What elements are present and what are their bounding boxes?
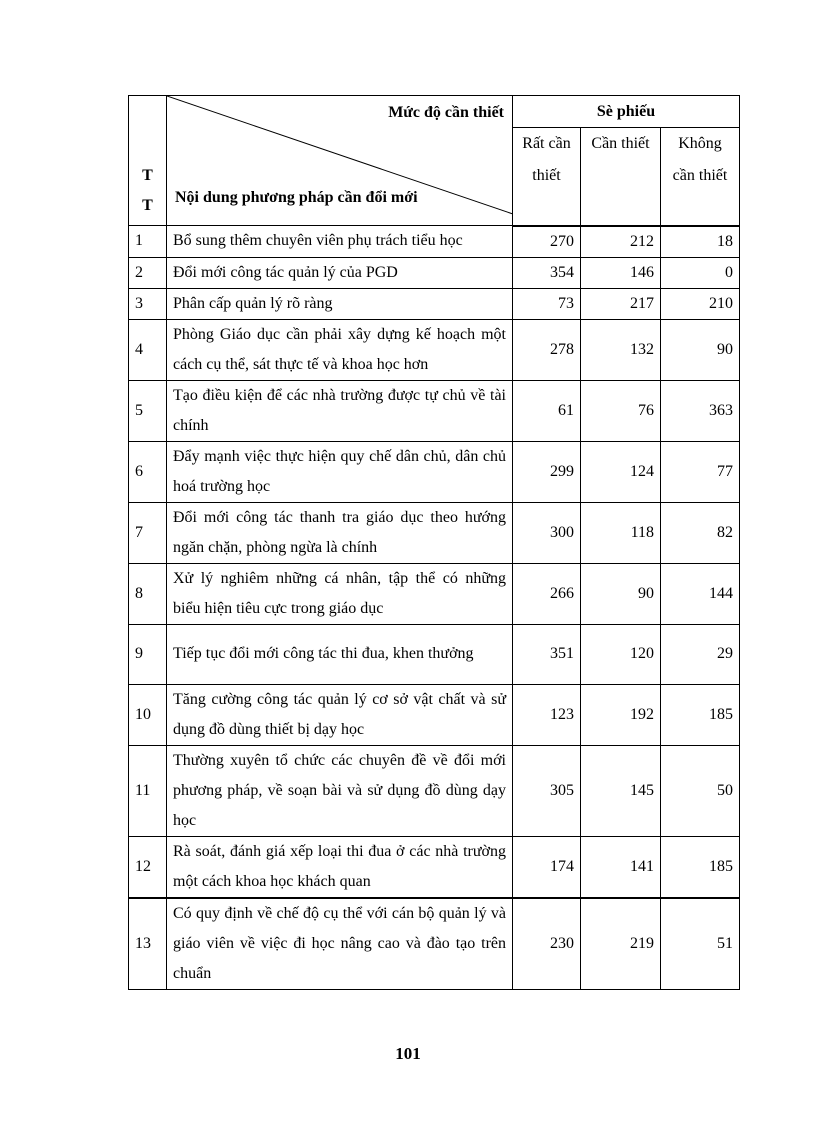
row-number: 1	[128, 225, 167, 258]
very-necessary-count: 73	[512, 287, 581, 320]
not-necessary-count: 77	[660, 440, 740, 503]
not-necessary-count: 82	[660, 501, 740, 564]
page-number: 101	[395, 1044, 421, 1063]
row-number: 4	[128, 318, 167, 381]
row-content: Có quy định về chế độ cụ thể với cán bộ …	[166, 897, 513, 990]
not-necessary-count: 144	[660, 562, 740, 625]
very-necessary-count: 351	[512, 623, 581, 685]
very-necessary-count: 270	[512, 225, 581, 258]
necessary-count: 146	[580, 256, 661, 289]
row-content: Tạo điều kiện để các nhà trường được tự …	[166, 379, 513, 442]
not-necessary-count: 185	[660, 683, 740, 746]
very-necessary-count: 278	[512, 318, 581, 381]
row-number: 12	[128, 835, 167, 899]
very-necessary-count: 123	[512, 683, 581, 746]
not-necessary-count: 90	[660, 318, 740, 381]
row-content: Rà soát, đánh giá xếp loại thi đua ở các…	[166, 835, 513, 899]
not-necessary-count: 210	[660, 287, 740, 320]
very-necessary-count: 299	[512, 440, 581, 503]
not-necessary-count: 0	[660, 256, 740, 289]
table-row: 6 Đẩy mạnh việc thực hiện quy chế dân chủ…	[128, 440, 740, 503]
row-content: Tiếp tục đổi mới công tác thi đua, khen …	[166, 623, 513, 685]
row-number: 11	[128, 744, 167, 837]
very-necessary-count: 266	[512, 562, 581, 625]
row-content: Bổ sung thêm chuyên viên phụ trách tiểu …	[166, 225, 513, 258]
necessary-count: 219	[580, 897, 661, 990]
header-content: Nội dung phương pháp cần đổi mới	[175, 189, 418, 206]
header-tt: T T	[128, 95, 167, 226]
necessary-count: 145	[580, 744, 661, 837]
row-number: 6	[128, 440, 167, 503]
row-number: 9	[128, 623, 167, 685]
not-necessary-count: 51	[660, 897, 740, 990]
necessary-count: 192	[580, 683, 661, 746]
necessary-count: 141	[580, 835, 661, 899]
header-necessary: Cần thiết	[580, 127, 661, 227]
necessary-count: 217	[580, 287, 661, 320]
row-number: 5	[128, 379, 167, 442]
row-content: Xử lý nghiêm những cá nhân, tập thể có n…	[166, 562, 513, 625]
necessary-count: 120	[580, 623, 661, 685]
row-number: 10	[128, 683, 167, 746]
diagonal-line	[167, 96, 513, 215]
not-necessary-count: 363	[660, 379, 740, 442]
row-number: 2	[128, 256, 167, 289]
row-content: Đổi mới công tác quản lý của PGD	[166, 256, 513, 289]
very-necessary-count: 354	[512, 256, 581, 289]
table-row: 2 Đổi mới công tác quản lý của PGD 354 146 0	[128, 256, 740, 289]
row-number: 8	[128, 562, 167, 625]
table-row: 3 Phân cấp quản lý rõ ràng 73 217 210	[128, 287, 740, 320]
table-row: 5 Tạo điều kiện để các nhà trường được tự…	[128, 379, 740, 442]
survey-table: T T Mức độ cần thiết Nội dung phương phá…	[128, 95, 740, 990]
row-number: 13	[128, 897, 167, 990]
not-necessary-count: 18	[660, 225, 740, 258]
row-content: Phòng Giáo dục cần phải xây dựng kế hoạc…	[166, 318, 513, 381]
table-row: 4 Phòng Giáo dục cần phải xây dựng kế hoạ…	[128, 318, 740, 381]
necessary-count: 118	[580, 501, 661, 564]
row-number: 7	[128, 501, 167, 564]
row-content: Đẩy mạnh việc thực hiện quy chế dân chủ,…	[166, 440, 513, 503]
table-row: 7 Đổi mới công tác thanh tra giáo dục the…	[128, 501, 740, 564]
necessary-count: 212	[580, 225, 661, 258]
table-row: 9 Tiếp tục đổi mới công tác thi đua, khen…	[128, 623, 740, 685]
header-level: Mức độ cần thiết	[388, 104, 504, 121]
very-necessary-count: 230	[512, 897, 581, 990]
row-content: Phân cấp quản lý rõ ràng	[166, 287, 513, 320]
very-necessary-count: 305	[512, 744, 581, 837]
very-necessary-count: 61	[512, 379, 581, 442]
not-necessary-count: 185	[660, 835, 740, 899]
necessary-count: 132	[580, 318, 661, 381]
table-row: 8 Xử lý nghiêm những cá nhân, tập thể có …	[128, 562, 740, 625]
not-necessary-count: 50	[660, 744, 740, 837]
table-row: 13 Có quy định về chế độ cụ thể với cán b…	[128, 897, 740, 990]
header-votes: Sè phiếu	[512, 95, 740, 128]
header-very-necessary: Rất cần thiết	[512, 127, 581, 227]
necessary-count: 124	[580, 440, 661, 503]
necessary-count: 76	[580, 379, 661, 442]
very-necessary-count: 300	[512, 501, 581, 564]
table-row: 11 Thường xuyên tổ chức các chuyên đề về …	[128, 744, 740, 837]
necessary-count: 90	[580, 562, 661, 625]
row-number: 3	[128, 287, 167, 320]
row-content: Đổi mới công tác thanh tra giáo dục theo…	[166, 501, 513, 564]
row-content: Thường xuyên tổ chức các chuyên đề về đổ…	[166, 744, 513, 837]
not-necessary-count: 29	[660, 623, 740, 685]
row-content: Tăng cường công tác quản lý cơ sở vật ch…	[166, 683, 513, 746]
very-necessary-count: 174	[512, 835, 581, 899]
table-row: 1 Bổ sung thêm chuyên viên phụ trách tiểu…	[128, 225, 740, 258]
header-not-necessary: Không cần thiết	[660, 127, 740, 227]
table-row: 12 Rà soát, đánh giá xếp loại thi đua ở c…	[128, 835, 740, 899]
header-diagonal-cell: Mức độ cần thiết Nội dung phương pháp cầ…	[166, 95, 513, 226]
table-row: 10 Tăng cường công tác quản lý cơ sở vật …	[128, 683, 740, 746]
